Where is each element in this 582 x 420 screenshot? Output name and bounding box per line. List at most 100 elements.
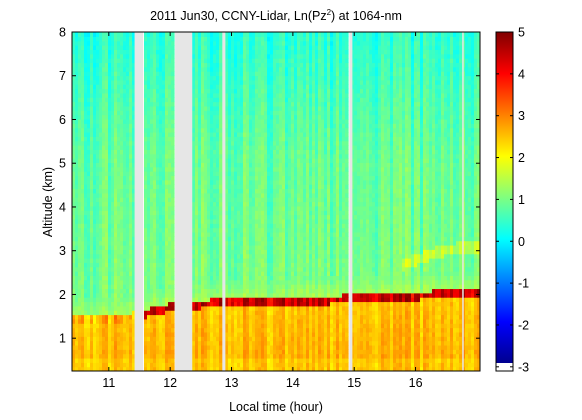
heatmap-cell (171, 271, 175, 276)
heatmap-cell (132, 214, 136, 220)
heatmap-cell (165, 210, 169, 216)
heatmap-cell (144, 88, 148, 94)
heatmap-cell (129, 288, 133, 294)
heatmap-cell (102, 162, 106, 168)
heatmap-cell (78, 131, 82, 137)
heatmap-cell (219, 357, 223, 363)
heatmap-cell (96, 140, 100, 146)
heatmap-cell (159, 97, 163, 103)
heatmap-cell (84, 62, 88, 68)
heatmap-cell (75, 62, 79, 68)
heatmap-cell (129, 110, 133, 116)
heatmap-cell (72, 227, 76, 233)
heatmap-cell (132, 79, 136, 85)
heatmap-cell (90, 362, 94, 368)
heatmap-cell (162, 101, 166, 107)
heatmap-cell (171, 36, 175, 42)
heatmap-cell (168, 244, 172, 250)
heatmap-cell (159, 366, 163, 371)
heatmap-cell (114, 175, 118, 181)
heatmap-cell (123, 45, 127, 50)
heatmap-cell (111, 314, 115, 320)
heatmap-cell (129, 314, 133, 320)
heatmap-cell (114, 197, 118, 203)
heatmap-cell (147, 140, 151, 146)
heatmap-cell (120, 223, 124, 229)
heatmap-cell (99, 136, 103, 142)
heatmap-cell (129, 49, 133, 55)
heatmap-cell (132, 118, 136, 124)
heatmap-cell (81, 184, 85, 190)
heatmap-cell (150, 114, 154, 120)
heatmap-cell (99, 310, 103, 316)
heatmap-cell (171, 131, 175, 137)
heatmap-cell (105, 171, 109, 177)
heatmap-cell (162, 231, 166, 237)
heatmap-cell (165, 145, 169, 150)
heatmap-cell (126, 244, 130, 250)
heatmap-cell (78, 301, 82, 307)
heatmap-cell (123, 349, 127, 355)
heatmap-cell (132, 40, 136, 46)
heatmap-cell (102, 362, 106, 368)
heatmap-cell (117, 231, 121, 237)
heatmap-cell (147, 192, 151, 198)
heatmap-cell (150, 249, 154, 255)
heatmap-cell (129, 114, 133, 120)
heatmap-cell (144, 271, 148, 276)
heatmap-cell (162, 297, 166, 303)
heatmap-cell (162, 179, 166, 185)
heatmap-cell (150, 301, 154, 307)
heatmap-cell (156, 32, 160, 37)
heatmap-cell (219, 236, 223, 242)
heatmap-cell (219, 205, 223, 211)
heatmap-cell (219, 136, 223, 142)
heatmap-cell (96, 171, 100, 177)
heatmap-cell (192, 158, 196, 163)
heatmap-cell (168, 136, 172, 142)
heatmap-cell (108, 279, 112, 285)
heatmap-cell (114, 201, 118, 207)
heatmap-cell (93, 223, 97, 229)
heatmap-cell (99, 218, 103, 224)
heatmap-cell (165, 166, 169, 172)
heatmap-cell (117, 171, 121, 177)
heatmap-cell (81, 88, 85, 94)
heatmap-cell (108, 192, 112, 198)
heatmap-cell (90, 262, 94, 268)
heatmap-cell (96, 266, 100, 272)
heatmap-cell (168, 301, 172, 307)
heatmap-cell (132, 297, 136, 303)
heatmap-cell (84, 310, 88, 316)
heatmap-cell (132, 162, 136, 168)
heatmap-cell (93, 253, 97, 259)
heatmap-cell (165, 231, 169, 237)
heatmap-cell (156, 297, 160, 303)
heatmap-cell (105, 262, 109, 268)
heatmap-cell (117, 318, 121, 324)
heatmap-cell (78, 266, 82, 272)
heatmap-cell (171, 340, 175, 346)
heatmap-cell (144, 66, 148, 72)
heatmap-cell (156, 192, 160, 198)
heatmap-cell (87, 32, 91, 37)
heatmap-cell (93, 179, 97, 185)
heatmap-cell (117, 336, 121, 342)
heatmap-cell (78, 349, 82, 355)
heatmap-cell (102, 36, 106, 42)
heatmap-cell (153, 45, 157, 50)
heatmap-cell (168, 210, 172, 216)
heatmap-cell (108, 66, 112, 72)
heatmap-cell (120, 210, 124, 216)
heatmap-cell (87, 175, 91, 181)
heatmap-cell (84, 258, 88, 263)
heatmap-cell (171, 184, 175, 190)
heatmap-cell (102, 318, 106, 324)
heatmap-cell (108, 179, 112, 185)
heatmap-cell (192, 175, 196, 181)
heatmap-cell (108, 184, 112, 190)
heatmap-cell (132, 366, 136, 371)
heatmap-cell (192, 79, 196, 85)
heatmap-cell (120, 171, 124, 177)
heatmap-cell (192, 244, 196, 250)
